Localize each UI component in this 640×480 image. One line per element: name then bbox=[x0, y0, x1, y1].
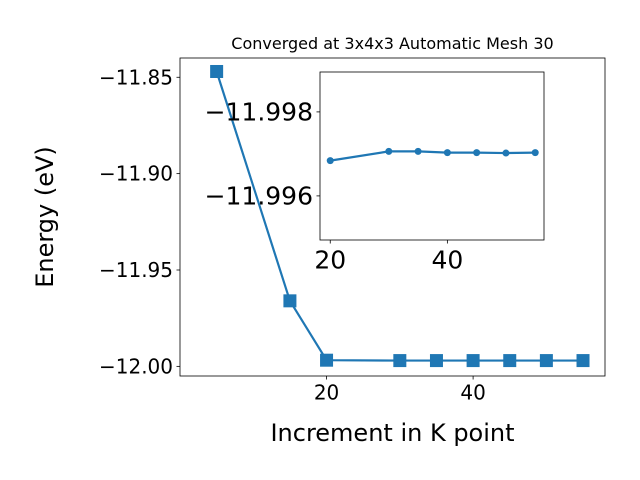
inset-y-tick-label: −11.998 bbox=[205, 98, 313, 127]
data-point bbox=[539, 354, 553, 368]
inset-data-point bbox=[385, 147, 393, 155]
chart-title: Converged at 3x4x3 Automatic Mesh 30 bbox=[231, 34, 553, 53]
x-tick-label: 40 bbox=[460, 381, 485, 405]
x-tick-label: 20 bbox=[314, 381, 339, 405]
y-tick-label: −11.90 bbox=[99, 162, 173, 186]
inset-y-tick-label: −11.996 bbox=[205, 182, 313, 211]
x-axis-label: Increment in K point bbox=[270, 419, 514, 447]
inset-plot: 20 40 −11.998 −11.996 bbox=[205, 71, 545, 274]
main-plot: Converged at 3x4x3 Automatic Mesh 30 20 40… bbox=[31, 34, 606, 447]
y-tick-label: −12.00 bbox=[99, 354, 173, 378]
data-point bbox=[503, 354, 517, 368]
inset-data-point bbox=[414, 147, 422, 155]
inset-x-tick-label: 40 bbox=[431, 245, 463, 274]
inset-data-point bbox=[531, 149, 539, 157]
data-point bbox=[576, 354, 590, 368]
axes-frame bbox=[179, 57, 606, 377]
data-point bbox=[466, 354, 480, 368]
data-point bbox=[393, 354, 407, 368]
y-axis-label: Energy (eV) bbox=[31, 146, 59, 288]
inset-data-point bbox=[443, 149, 451, 157]
inset-data-point bbox=[502, 149, 510, 157]
data-point bbox=[320, 353, 334, 367]
data-point bbox=[429, 354, 443, 368]
y-tick-label: −11.95 bbox=[99, 258, 173, 282]
inset-data-point bbox=[326, 157, 334, 165]
y-tick-label: −11.85 bbox=[99, 65, 173, 89]
inset-x-tick-label: 20 bbox=[314, 245, 346, 274]
inset-data-point bbox=[473, 149, 481, 157]
data-point bbox=[210, 64, 224, 78]
data-point bbox=[283, 294, 297, 308]
